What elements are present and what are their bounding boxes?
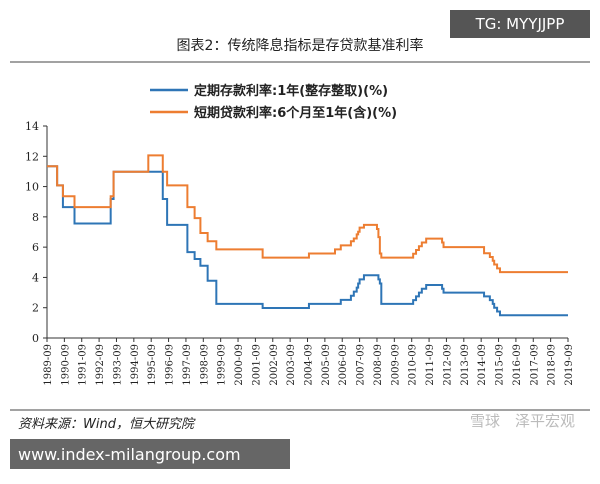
y-tick-label: 4 — [32, 271, 39, 284]
x-tick-label: 1996-09 — [165, 344, 176, 386]
series-line — [47, 165, 568, 317]
x-tick-label: 2008-09 — [373, 344, 384, 386]
x-tick-label: 2012-09 — [442, 344, 453, 386]
x-tick-label: 2013-09 — [460, 344, 471, 386]
x-tick-label: 1993-09 — [112, 344, 123, 386]
y-tick-label: 10 — [25, 181, 39, 194]
url-label: www.index-milangroup.com — [18, 445, 241, 464]
x-tick-label: 1989-09 — [43, 344, 54, 386]
x-tick-label: 1995-09 — [147, 344, 158, 386]
x-tick-label: 1998-09 — [199, 344, 210, 386]
y-tick-label: 0 — [32, 332, 39, 345]
y-tick-label: 14 — [25, 120, 39, 133]
x-tick-label: 1994-09 — [130, 344, 141, 386]
x-tick-label: 2019-09 — [564, 344, 575, 386]
watermark-a: 雪球 — [470, 412, 500, 430]
x-tick-label: 2011-09 — [425, 344, 436, 386]
legend-label: 定期存款利率:1年(整存整取)(%) — [193, 83, 388, 99]
x-tick-label: 2005-09 — [321, 344, 332, 386]
x-tick-label: 2002-09 — [269, 344, 280, 386]
x-tick-label: 2017-09 — [529, 344, 540, 386]
x-tick-label: 1999-09 — [217, 344, 228, 386]
legend-label: 短期贷款利率:6个月至1年(含)(%) — [194, 105, 397, 121]
watermark-b: 泽平宏观 — [515, 412, 575, 430]
tg-box — [450, 10, 590, 38]
x-tick-label: 2015-09 — [495, 344, 506, 386]
x-tick-label: 1990-09 — [60, 344, 71, 386]
x-tick-label: 2007-09 — [356, 344, 367, 386]
tg-label: TG: MYYJJPP — [475, 15, 565, 33]
y-tick-label: 6 — [32, 241, 39, 254]
source: 资料来源：Wind，恒大研究院 — [18, 416, 196, 432]
x-tick-label: 2003-09 — [286, 344, 297, 386]
y-tick-label: 12 — [25, 150, 39, 163]
y-tick-label: 8 — [32, 211, 39, 224]
x-tick-label: 1991-09 — [78, 344, 89, 386]
series-line — [47, 154, 568, 274]
x-tick-label: 2001-09 — [251, 344, 262, 386]
y-tick-label: 2 — [32, 302, 39, 315]
x-tick-label: 2018-09 — [547, 344, 558, 386]
x-tick-label: 1992-09 — [95, 344, 106, 386]
x-tick-label: 2016-09 — [512, 344, 523, 386]
x-tick-label: 1997-09 — [182, 344, 193, 386]
x-tick-label: 2009-09 — [390, 344, 401, 386]
x-tick-label: 2006-09 — [338, 344, 349, 386]
x-tick-label: 2010-09 — [408, 344, 419, 386]
x-tick-label: 2004-09 — [304, 344, 315, 386]
x-tick-label: 2014-09 — [477, 344, 488, 386]
chart-title: 图表2：传统降息指标是存贷款基准利率 — [177, 37, 424, 54]
url-box — [10, 439, 290, 469]
x-tick-label: 2000-09 — [234, 344, 245, 386]
